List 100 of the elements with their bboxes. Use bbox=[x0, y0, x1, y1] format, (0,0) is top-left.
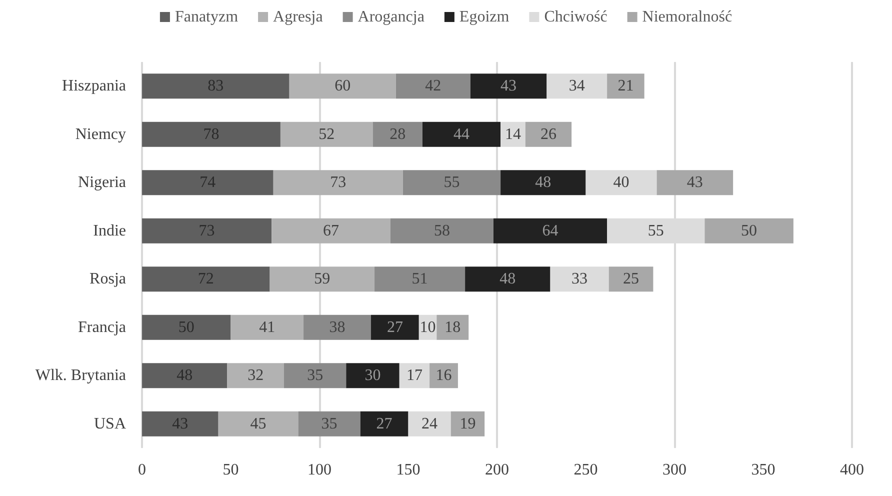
bar bbox=[422, 122, 501, 147]
data-label: 73 bbox=[330, 174, 346, 192]
bar bbox=[390, 218, 494, 244]
bar bbox=[607, 74, 644, 99]
data-label: 10 bbox=[420, 318, 436, 336]
data-label: 41 bbox=[259, 318, 276, 336]
bar bbox=[372, 122, 422, 147]
data-label: 59 bbox=[314, 270, 330, 288]
bar bbox=[298, 411, 360, 436]
data-label: 25 bbox=[623, 270, 640, 288]
bar bbox=[493, 218, 608, 244]
bar bbox=[396, 74, 470, 99]
data-label: 21 bbox=[618, 78, 634, 95]
x-tick-label: 0 bbox=[138, 462, 146, 478]
data-label: 38 bbox=[329, 318, 346, 336]
data-label: 45 bbox=[250, 415, 266, 432]
data-label: 55 bbox=[648, 222, 664, 240]
y-tick-label: Indie bbox=[93, 222, 126, 240]
bar bbox=[550, 266, 609, 292]
legend-label: Agresja bbox=[273, 8, 323, 26]
bar bbox=[142, 170, 274, 196]
bar bbox=[586, 170, 657, 196]
data-label: 27 bbox=[386, 318, 403, 336]
data-label: 51 bbox=[412, 270, 428, 288]
bar bbox=[270, 266, 375, 292]
bar bbox=[230, 314, 304, 340]
data-label: 40 bbox=[613, 174, 630, 192]
data-label: 52 bbox=[318, 126, 335, 143]
bar bbox=[370, 314, 419, 340]
y-tick-label: Rosja bbox=[90, 270, 126, 288]
bar bbox=[525, 122, 572, 147]
y-tick-label: USA bbox=[94, 415, 126, 432]
data-label: 67 bbox=[323, 222, 340, 240]
data-label: 14 bbox=[504, 126, 521, 143]
data-label: 28 bbox=[390, 126, 406, 143]
data-label: 26 bbox=[540, 126, 556, 143]
bar bbox=[142, 74, 290, 99]
y-tick-label: Nigeria bbox=[78, 174, 126, 192]
bar bbox=[450, 411, 485, 436]
bar bbox=[218, 411, 298, 436]
data-label: 17 bbox=[406, 367, 422, 384]
y-tick-label: Hiszpania bbox=[62, 78, 126, 95]
data-label: 48 bbox=[535, 174, 552, 192]
legend-label: Egoizm bbox=[459, 8, 510, 26]
x-tick-label: 350 bbox=[751, 462, 776, 478]
data-label: 44 bbox=[454, 126, 470, 143]
data-label: 24 bbox=[422, 415, 438, 432]
legend-label: Chciwość bbox=[544, 8, 608, 26]
bar bbox=[465, 266, 550, 292]
y-tick-label: Francja bbox=[78, 318, 126, 336]
bar bbox=[346, 363, 400, 388]
data-label: 42 bbox=[425, 78, 442, 95]
bar bbox=[227, 363, 284, 388]
x-tick-label: 50 bbox=[222, 462, 239, 478]
data-label: 30 bbox=[364, 367, 381, 384]
bar bbox=[142, 266, 270, 292]
data-label: 35 bbox=[321, 415, 338, 432]
data-label: 34 bbox=[568, 78, 585, 95]
data-label: 43 bbox=[500, 78, 517, 95]
y-tick-label: Niemcy bbox=[75, 126, 126, 143]
legend-label: Arogancja bbox=[358, 8, 424, 26]
x-tick-label: 200 bbox=[485, 462, 509, 478]
y-tick-label: Wlk. Brytania bbox=[35, 367, 126, 384]
data-label: 50 bbox=[741, 222, 758, 240]
data-label: 35 bbox=[307, 367, 324, 384]
bar bbox=[408, 411, 451, 436]
bar bbox=[304, 314, 371, 340]
bar bbox=[430, 363, 458, 388]
bar bbox=[142, 314, 231, 340]
bar bbox=[546, 74, 608, 99]
bar bbox=[142, 122, 280, 147]
data-label: 58 bbox=[434, 222, 450, 240]
data-label: 60 bbox=[334, 78, 351, 95]
x-tick-label: 250 bbox=[574, 462, 598, 478]
legend-label: Niemoralność bbox=[642, 8, 732, 26]
data-label: 64 bbox=[542, 222, 558, 240]
bar bbox=[273, 170, 403, 196]
data-label: 48 bbox=[500, 270, 516, 288]
bar bbox=[360, 411, 408, 436]
bar bbox=[399, 363, 430, 388]
bar bbox=[608, 266, 654, 292]
bar bbox=[142, 411, 218, 436]
bar bbox=[500, 170, 586, 196]
x-tick-label: 400 bbox=[840, 462, 864, 478]
data-label: 55 bbox=[444, 174, 460, 192]
data-label: 16 bbox=[436, 367, 452, 384]
x-tick-label: 100 bbox=[308, 462, 332, 478]
bar bbox=[289, 74, 396, 99]
data-label: 18 bbox=[444, 318, 461, 336]
bar bbox=[272, 218, 390, 244]
bar bbox=[436, 314, 469, 340]
data-label: 33 bbox=[572, 270, 588, 288]
bar bbox=[142, 363, 228, 388]
bar bbox=[280, 122, 373, 147]
bar bbox=[656, 170, 734, 196]
data-label: 32 bbox=[248, 367, 264, 384]
bar bbox=[704, 218, 794, 244]
bar bbox=[402, 170, 501, 196]
bar bbox=[470, 74, 547, 99]
bar bbox=[284, 363, 346, 388]
